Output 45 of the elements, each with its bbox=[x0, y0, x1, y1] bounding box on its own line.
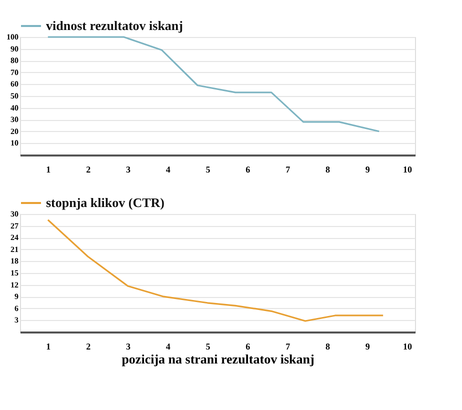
line-series bbox=[47, 36, 380, 132]
y-tick-label: 18 bbox=[10, 256, 18, 266]
line-series bbox=[47, 219, 384, 322]
x-tick-label: 2 bbox=[86, 342, 92, 352]
y-tick-label: 100 bbox=[6, 32, 18, 42]
x-tick-label: 7 bbox=[286, 164, 291, 174]
x-axis-title: pozicija na strani rezultatov iskanj bbox=[122, 352, 314, 366]
y-tick-label: 3 bbox=[14, 316, 18, 325]
y-tick-label: 60 bbox=[10, 80, 18, 89]
x-tick-label: 5 bbox=[206, 342, 211, 352]
y-tick-label: 30 bbox=[10, 210, 18, 218]
y-tick-label: 70 bbox=[10, 68, 18, 77]
x-tick-label: 5 bbox=[206, 164, 211, 174]
x-tick-label: 8 bbox=[325, 164, 330, 174]
legend-label: stopnja klikov (CTR) bbox=[46, 195, 164, 210]
y-tick-label: 12 bbox=[10, 280, 18, 290]
y-tick-label: 24 bbox=[10, 233, 18, 242]
x-tick-label: 7 bbox=[286, 342, 291, 352]
y-tick-label: 27 bbox=[10, 221, 18, 230]
y-tick-label: 80 bbox=[10, 56, 18, 66]
x-tick-label: 8 bbox=[325, 342, 330, 352]
x-tick-label: 4 bbox=[166, 342, 171, 352]
y-tick-label: 9 bbox=[14, 292, 18, 302]
x-tick-label: 2 bbox=[86, 164, 92, 174]
x-tick-label: 9 bbox=[365, 164, 370, 174]
legend-label: vidnost rezultatov iskanj bbox=[46, 18, 183, 33]
y-tick-label: 10 bbox=[10, 138, 18, 148]
x-tick-label: 9 bbox=[365, 342, 370, 352]
x-tick-label: 3 bbox=[126, 342, 131, 352]
x-tick-label: 10 bbox=[403, 342, 413, 352]
y-tick-label: 50 bbox=[10, 92, 18, 100]
y-tick-label: 90 bbox=[10, 44, 18, 54]
x-tick-label: 1 bbox=[46, 164, 52, 174]
x-tick-label: 1 bbox=[46, 342, 52, 352]
x-tick-label: 4 bbox=[166, 164, 171, 174]
y-tick-label: 21 bbox=[10, 244, 18, 254]
x-tick-label: 3 bbox=[126, 164, 131, 174]
x-tick-label: 6 bbox=[246, 342, 251, 352]
x-tick-label: 10 bbox=[403, 164, 413, 174]
y-tick-label: 6 bbox=[14, 304, 18, 313]
y-tick-label: 20 bbox=[10, 126, 18, 136]
y-tick-label: 30 bbox=[10, 115, 18, 124]
y-tick-label: 40 bbox=[10, 103, 18, 112]
y-tick-label: 15 bbox=[10, 268, 18, 278]
x-tick-label: 6 bbox=[246, 164, 251, 174]
